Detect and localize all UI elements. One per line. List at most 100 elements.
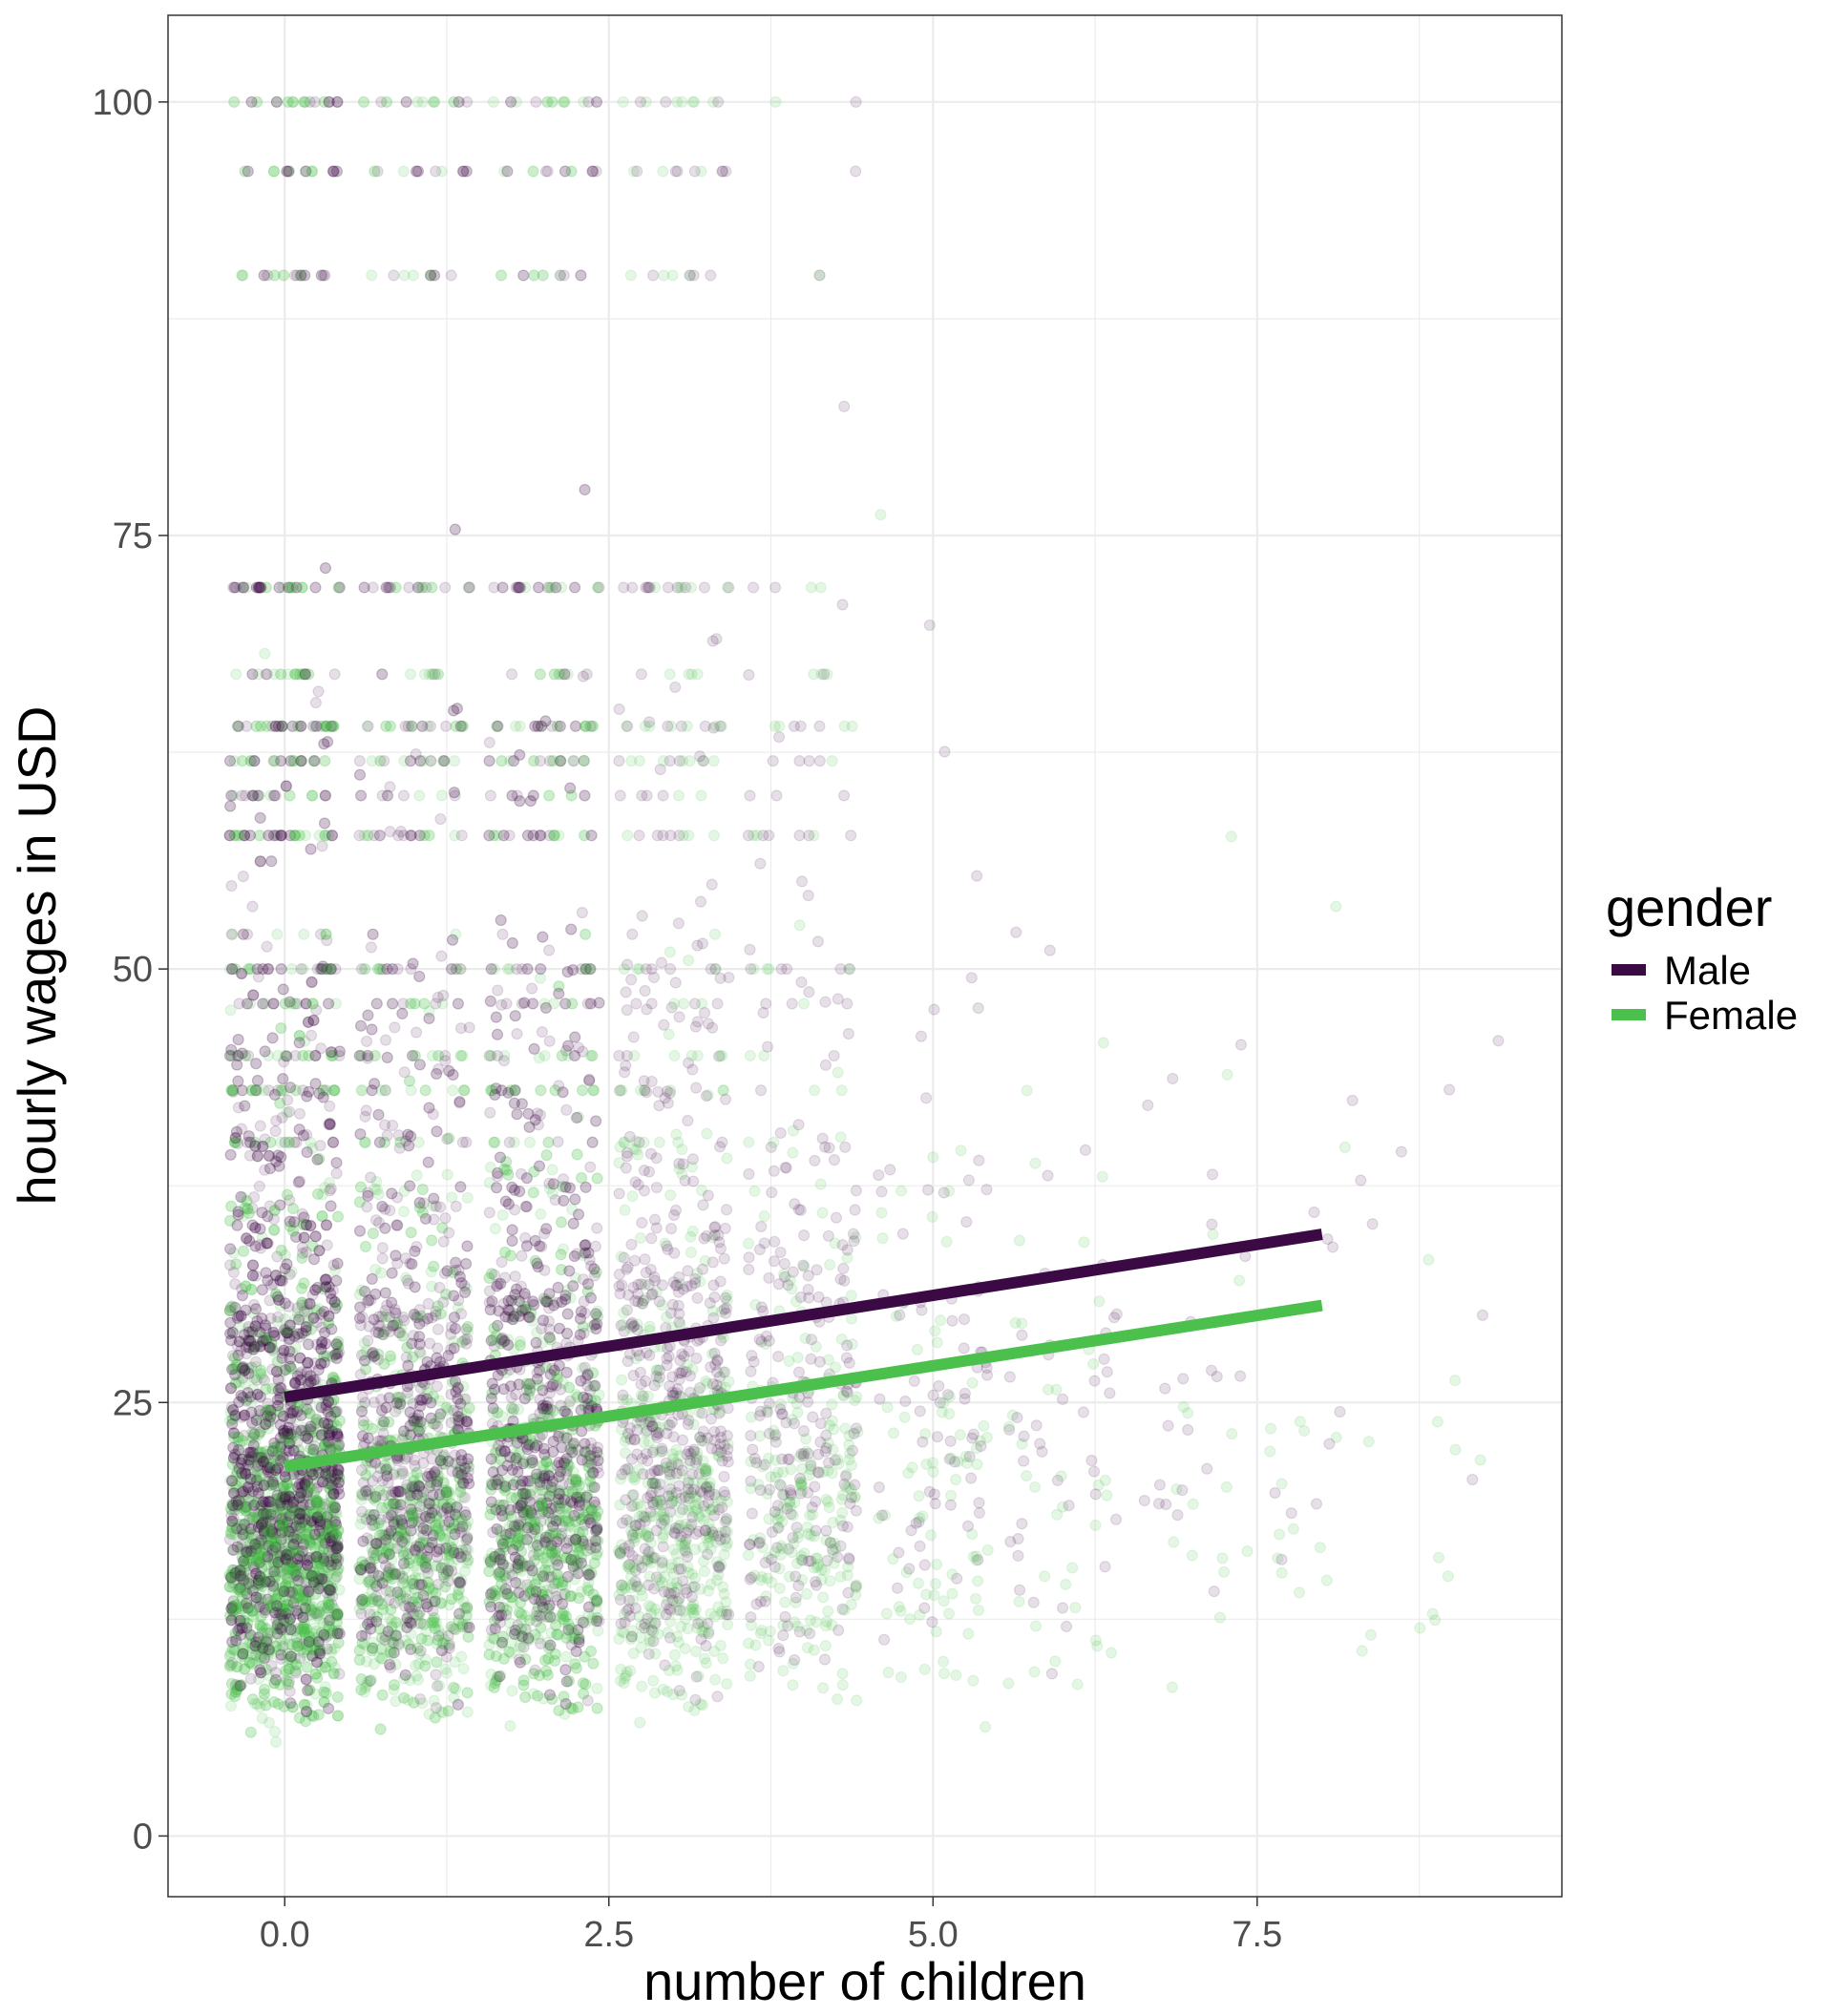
scatter-point-female — [277, 581, 289, 594]
scatter-point-male — [445, 269, 457, 282]
scatter-point-male — [254, 1239, 266, 1251]
scatter-point-male — [432, 1342, 444, 1354]
scatter-point-female — [233, 1376, 245, 1389]
scatter-point-male — [302, 1338, 315, 1351]
scatter-point-male — [237, 1648, 249, 1660]
scatter-point-male — [356, 1391, 369, 1403]
scatter-point-male — [223, 755, 237, 767]
scatter-point-female — [329, 1529, 343, 1543]
scatter-point-male — [322, 998, 335, 1010]
gridlines — [168, 15, 1562, 1897]
scatter-point-male — [410, 1026, 423, 1039]
scatter-point-male — [319, 1273, 331, 1286]
scatter-point-female — [331, 1690, 344, 1703]
scatter-point-female — [228, 1569, 241, 1583]
scatter-point-female — [236, 269, 248, 282]
scatter-point-male — [267, 755, 280, 767]
scatter-point-male — [304, 1297, 316, 1311]
scatter-point-male — [328, 1295, 341, 1309]
scatter-point-female — [285, 963, 298, 976]
scatter-point-female — [268, 755, 281, 767]
scatter-point-female — [325, 1580, 337, 1592]
scatter-point-male — [298, 1231, 310, 1244]
scatter-point-male — [263, 1341, 276, 1354]
scatter-point-female — [355, 1672, 368, 1686]
scatter-point-female — [257, 1618, 269, 1631]
scatter-point-male — [386, 1187, 398, 1200]
scatter-point-female — [255, 1368, 267, 1380]
scatter-point-female — [267, 165, 281, 178]
scatter-point-female — [223, 1304, 236, 1317]
scatter-point-male — [323, 1118, 335, 1130]
scatter-point-male — [450, 1200, 462, 1213]
scatter-point-male — [330, 1338, 343, 1351]
scatter-point-male — [323, 1584, 335, 1596]
scatter-point-male — [297, 1129, 310, 1142]
scatter-point-male — [255, 1667, 267, 1679]
scatter-point-male — [302, 1432, 314, 1445]
scatter-point-male — [302, 1016, 315, 1028]
scatter-point-female — [302, 1304, 314, 1316]
scatter-point-male — [224, 800, 237, 812]
scatter-point-female — [397, 1206, 411, 1218]
scatter-point-female — [317, 1084, 329, 1097]
scatter-point-male — [225, 1401, 238, 1414]
scatter-point-male — [269, 1510, 283, 1522]
scatter-point-male — [305, 843, 317, 855]
scatter-point-female — [267, 1474, 280, 1486]
scatter-point-female — [276, 1448, 288, 1460]
scatter-point-female — [266, 1504, 279, 1517]
scatter-point-male — [227, 1604, 240, 1617]
scatter-point-male — [309, 1284, 322, 1296]
scatter-point-male — [423, 1012, 435, 1025]
scatter-point-female — [283, 1663, 295, 1675]
scatter-point-female — [223, 1581, 236, 1593]
scatter-point-male — [319, 562, 332, 575]
scatter-point-male — [287, 1444, 300, 1457]
scatter-point-female — [239, 1489, 251, 1502]
scatter-point-male — [306, 1569, 318, 1582]
scatter-point-female — [448, 1681, 460, 1694]
scatter-point-male — [249, 1320, 262, 1333]
scatter-point-male — [271, 830, 284, 842]
scatter-point-male — [315, 1401, 327, 1414]
scatter-point-female — [275, 668, 287, 681]
scatter-point-male — [309, 581, 322, 594]
scatter-point-female — [230, 1599, 242, 1611]
scatter-point-female — [317, 1544, 330, 1556]
scatter-point-male — [303, 1085, 315, 1098]
scatter-point-male — [305, 1423, 317, 1436]
scatter-point-female — [331, 1210, 345, 1223]
scatter-point-male — [263, 1084, 275, 1097]
scatter-point-female — [251, 1596, 263, 1608]
scatter-point-male — [434, 812, 447, 826]
scatter-point-male — [376, 1252, 389, 1265]
scatter-point-female — [259, 1332, 271, 1344]
scatter-point-male — [284, 1612, 297, 1626]
scatter-point-male — [331, 95, 344, 108]
scatter-point-male — [265, 855, 278, 868]
scatter-point-female — [273, 1405, 285, 1418]
scatter-point-female — [272, 1698, 284, 1711]
scatter-point-male — [227, 1403, 240, 1417]
scatter-point-male — [384, 826, 396, 838]
scatter-point-male — [235, 1190, 247, 1203]
scatter-point-female — [260, 1699, 272, 1712]
scatter-point-male — [304, 95, 316, 108]
scatter-point-male — [319, 789, 331, 802]
scatter-point-male — [304, 1423, 316, 1436]
scatter-point-male — [250, 1591, 263, 1604]
scatter-point-male — [308, 1439, 321, 1452]
scatter-point-male — [231, 1219, 243, 1231]
scatter-point-male — [404, 1180, 416, 1192]
scatter-point-female — [271, 1049, 284, 1062]
scatter-point-male — [323, 1310, 335, 1322]
scatter-point-male — [376, 1200, 389, 1213]
scatter-point-female — [439, 1581, 452, 1593]
scatter-point-male — [291, 1302, 304, 1314]
scatter-point-male — [295, 720, 307, 732]
scatter-point-male — [225, 1614, 238, 1627]
scatter-point-female — [419, 1660, 432, 1672]
scatter-point-male — [225, 1475, 239, 1487]
scatter-point-male — [294, 1368, 306, 1380]
